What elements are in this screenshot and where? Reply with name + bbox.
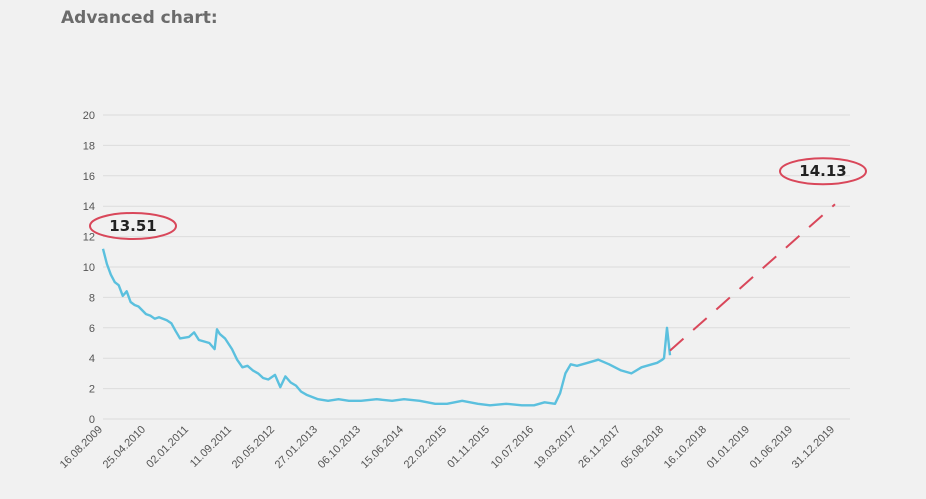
y-tick-label: 0 <box>89 414 95 426</box>
x-tick-label: 01.06.2019 <box>748 424 795 471</box>
y-tick-label: 18 <box>83 140 95 152</box>
x-tick-label: 26.11.2017 <box>576 424 623 471</box>
price-line <box>101 248 672 407</box>
x-tick-label: 01.01.2019 <box>705 424 752 471</box>
x-tick-label: 16.08.2009 <box>58 424 105 471</box>
x-tick-label: 15.06.2014 <box>359 424 406 471</box>
x-tick-label: 22.02.2015 <box>402 424 449 471</box>
y-tick-label: 2 <box>89 384 95 396</box>
callout-value: 14.13 <box>799 162 846 180</box>
y-tick-label: 4 <box>89 353 95 365</box>
x-tick-label: 19.03.2017 <box>532 424 579 471</box>
y-tick-label: 12 <box>83 232 95 244</box>
series-lines <box>101 203 836 407</box>
y-tick-label: 20 <box>83 110 95 122</box>
x-tick-label: 05.08.2018 <box>619 424 666 471</box>
x-tick-label: 20.05.2012 <box>230 424 277 471</box>
x-axis-ticks: 16.08.200925.04.201002.01.201111.09.2011… <box>58 424 837 471</box>
y-tick-label: 6 <box>89 323 95 335</box>
y-tick-label: 16 <box>83 171 95 183</box>
x-tick-label: 27.01.2013 <box>273 424 320 471</box>
callout-ellipse <box>779 157 867 186</box>
y-tick-label: 14 <box>83 201 95 213</box>
callout-ellipse <box>89 211 177 240</box>
grid-lines <box>103 114 850 420</box>
x-tick-label: 10.07.2016 <box>489 424 536 471</box>
y-tick-label: 10 <box>83 262 95 274</box>
x-tick-label: 25.04.2010 <box>101 424 148 471</box>
x-tick-label: 02.01.2011 <box>144 424 191 471</box>
x-tick-label: 11.09.2011 <box>188 424 234 470</box>
x-tick-label: 16.10.2018 <box>662 424 709 471</box>
chart-title: Advanced chart: <box>61 8 218 28</box>
forecast-line <box>669 203 836 352</box>
callouts: 13.51 14.13 <box>89 157 867 240</box>
y-tick-label: 8 <box>89 292 95 304</box>
x-tick-label: 06.10.2013 <box>316 424 363 471</box>
x-tick-label: 01.11.2015 <box>445 424 492 471</box>
y-axis-ticks: 0 2 4 6 8 10 12 14 16 18 20 <box>83 110 95 426</box>
x-tick-label: 31.12.2019 <box>790 424 837 471</box>
callout-value: 13.51 <box>109 217 156 235</box>
